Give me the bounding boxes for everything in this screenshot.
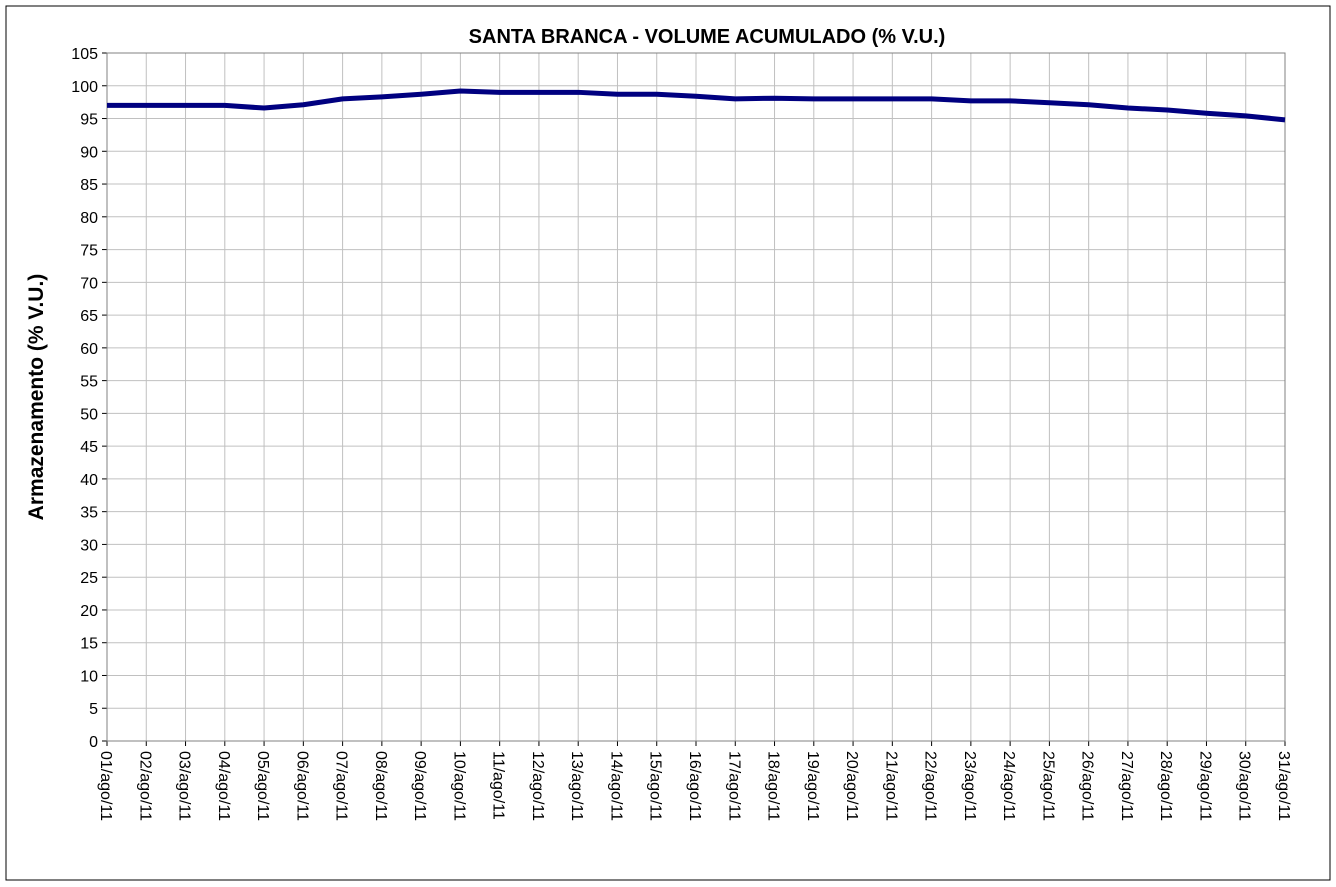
y-tick-label: 60 bbox=[80, 341, 98, 358]
x-tick-label: 01/ago/11 bbox=[97, 751, 114, 821]
x-tick-label: 24/ago/11 bbox=[1000, 751, 1017, 821]
x-tick-label: 23/ago/11 bbox=[961, 751, 978, 821]
x-tick-label: 13/ago/11 bbox=[568, 751, 585, 821]
x-tick-label: 12/ago/11 bbox=[529, 751, 546, 821]
chart-title: SANTA BRANCA - VOLUME ACUMULADO (% V.U.) bbox=[469, 26, 946, 48]
x-tick-label: 02/ago/11 bbox=[136, 751, 153, 821]
y-tick-label: 65 bbox=[80, 308, 98, 325]
y-tick-label: 25 bbox=[80, 570, 98, 587]
x-tick-label: 10/ago/11 bbox=[450, 751, 467, 821]
x-tick-label: 21/ago/11 bbox=[882, 751, 899, 821]
y-axis-label: Armazenamento (% V.U.) bbox=[25, 274, 48, 521]
x-tick-label: 06/ago/11 bbox=[293, 751, 310, 821]
y-tick-label: 45 bbox=[80, 439, 98, 456]
x-tick-label: 15/ago/11 bbox=[647, 751, 664, 821]
y-tick-label: 95 bbox=[80, 112, 98, 129]
data-line bbox=[107, 88, 1286, 123]
x-tick-label: 18/ago/11 bbox=[765, 751, 782, 821]
y-tick-label: 55 bbox=[80, 374, 98, 391]
x-tick-label: 30/ago/11 bbox=[1236, 751, 1253, 821]
y-tick-label: 35 bbox=[80, 505, 98, 522]
x-tick-label: 17/ago/11 bbox=[725, 751, 742, 821]
y-tick-label: 30 bbox=[80, 537, 98, 554]
x-tick-label: 04/ago/11 bbox=[215, 751, 232, 821]
x-tick-label: 07/ago/11 bbox=[333, 751, 350, 821]
y-tick-label: 70 bbox=[80, 275, 98, 292]
y-tick-label: 100 bbox=[71, 79, 98, 96]
x-tick-label: 09/ago/11 bbox=[411, 751, 428, 821]
x-tick-label: 20/ago/11 bbox=[843, 751, 860, 821]
x-tick-label: 11/ago/11 bbox=[490, 751, 507, 820]
y-tick-label: 85 bbox=[80, 177, 98, 194]
plot-border bbox=[106, 52, 1286, 742]
x-tick-label: 27/ago/11 bbox=[1118, 751, 1135, 821]
x-tick-label: 19/ago/11 bbox=[804, 751, 821, 821]
y-tick-label: 20 bbox=[80, 603, 98, 620]
x-tick-label: 31/ago/11 bbox=[1275, 751, 1292, 821]
x-tick-label: 03/ago/11 bbox=[176, 751, 193, 821]
x-tick-label: 28/ago/11 bbox=[1157, 751, 1174, 821]
x-tick-label: 08/ago/11 bbox=[372, 751, 389, 821]
chart-frame bbox=[5, 5, 1331, 881]
y-tick-label: 105 bbox=[71, 46, 98, 63]
y-tick-label: 80 bbox=[80, 210, 98, 227]
y-tick-label: 0 bbox=[89, 734, 98, 751]
y-tick-label: 90 bbox=[80, 144, 98, 161]
y-tick-label: 75 bbox=[80, 243, 98, 260]
x-tick-label: 25/ago/11 bbox=[1039, 751, 1056, 821]
x-tick-label: 29/ago/11 bbox=[1196, 751, 1213, 821]
x-tick-label: 16/ago/11 bbox=[686, 751, 703, 821]
x-tick-label: 05/ago/11 bbox=[254, 751, 271, 821]
y-tick-label: 50 bbox=[80, 406, 98, 423]
y-tick-label: 5 bbox=[89, 701, 98, 718]
y-tick-label: 15 bbox=[80, 636, 98, 653]
x-tick-label: 26/ago/11 bbox=[1079, 751, 1096, 821]
y-tick-label: 10 bbox=[80, 668, 98, 685]
x-tick-label: 14/ago/11 bbox=[607, 751, 624, 821]
x-tick-label: 22/ago/11 bbox=[922, 751, 939, 821]
y-tick-label: 40 bbox=[80, 472, 98, 489]
